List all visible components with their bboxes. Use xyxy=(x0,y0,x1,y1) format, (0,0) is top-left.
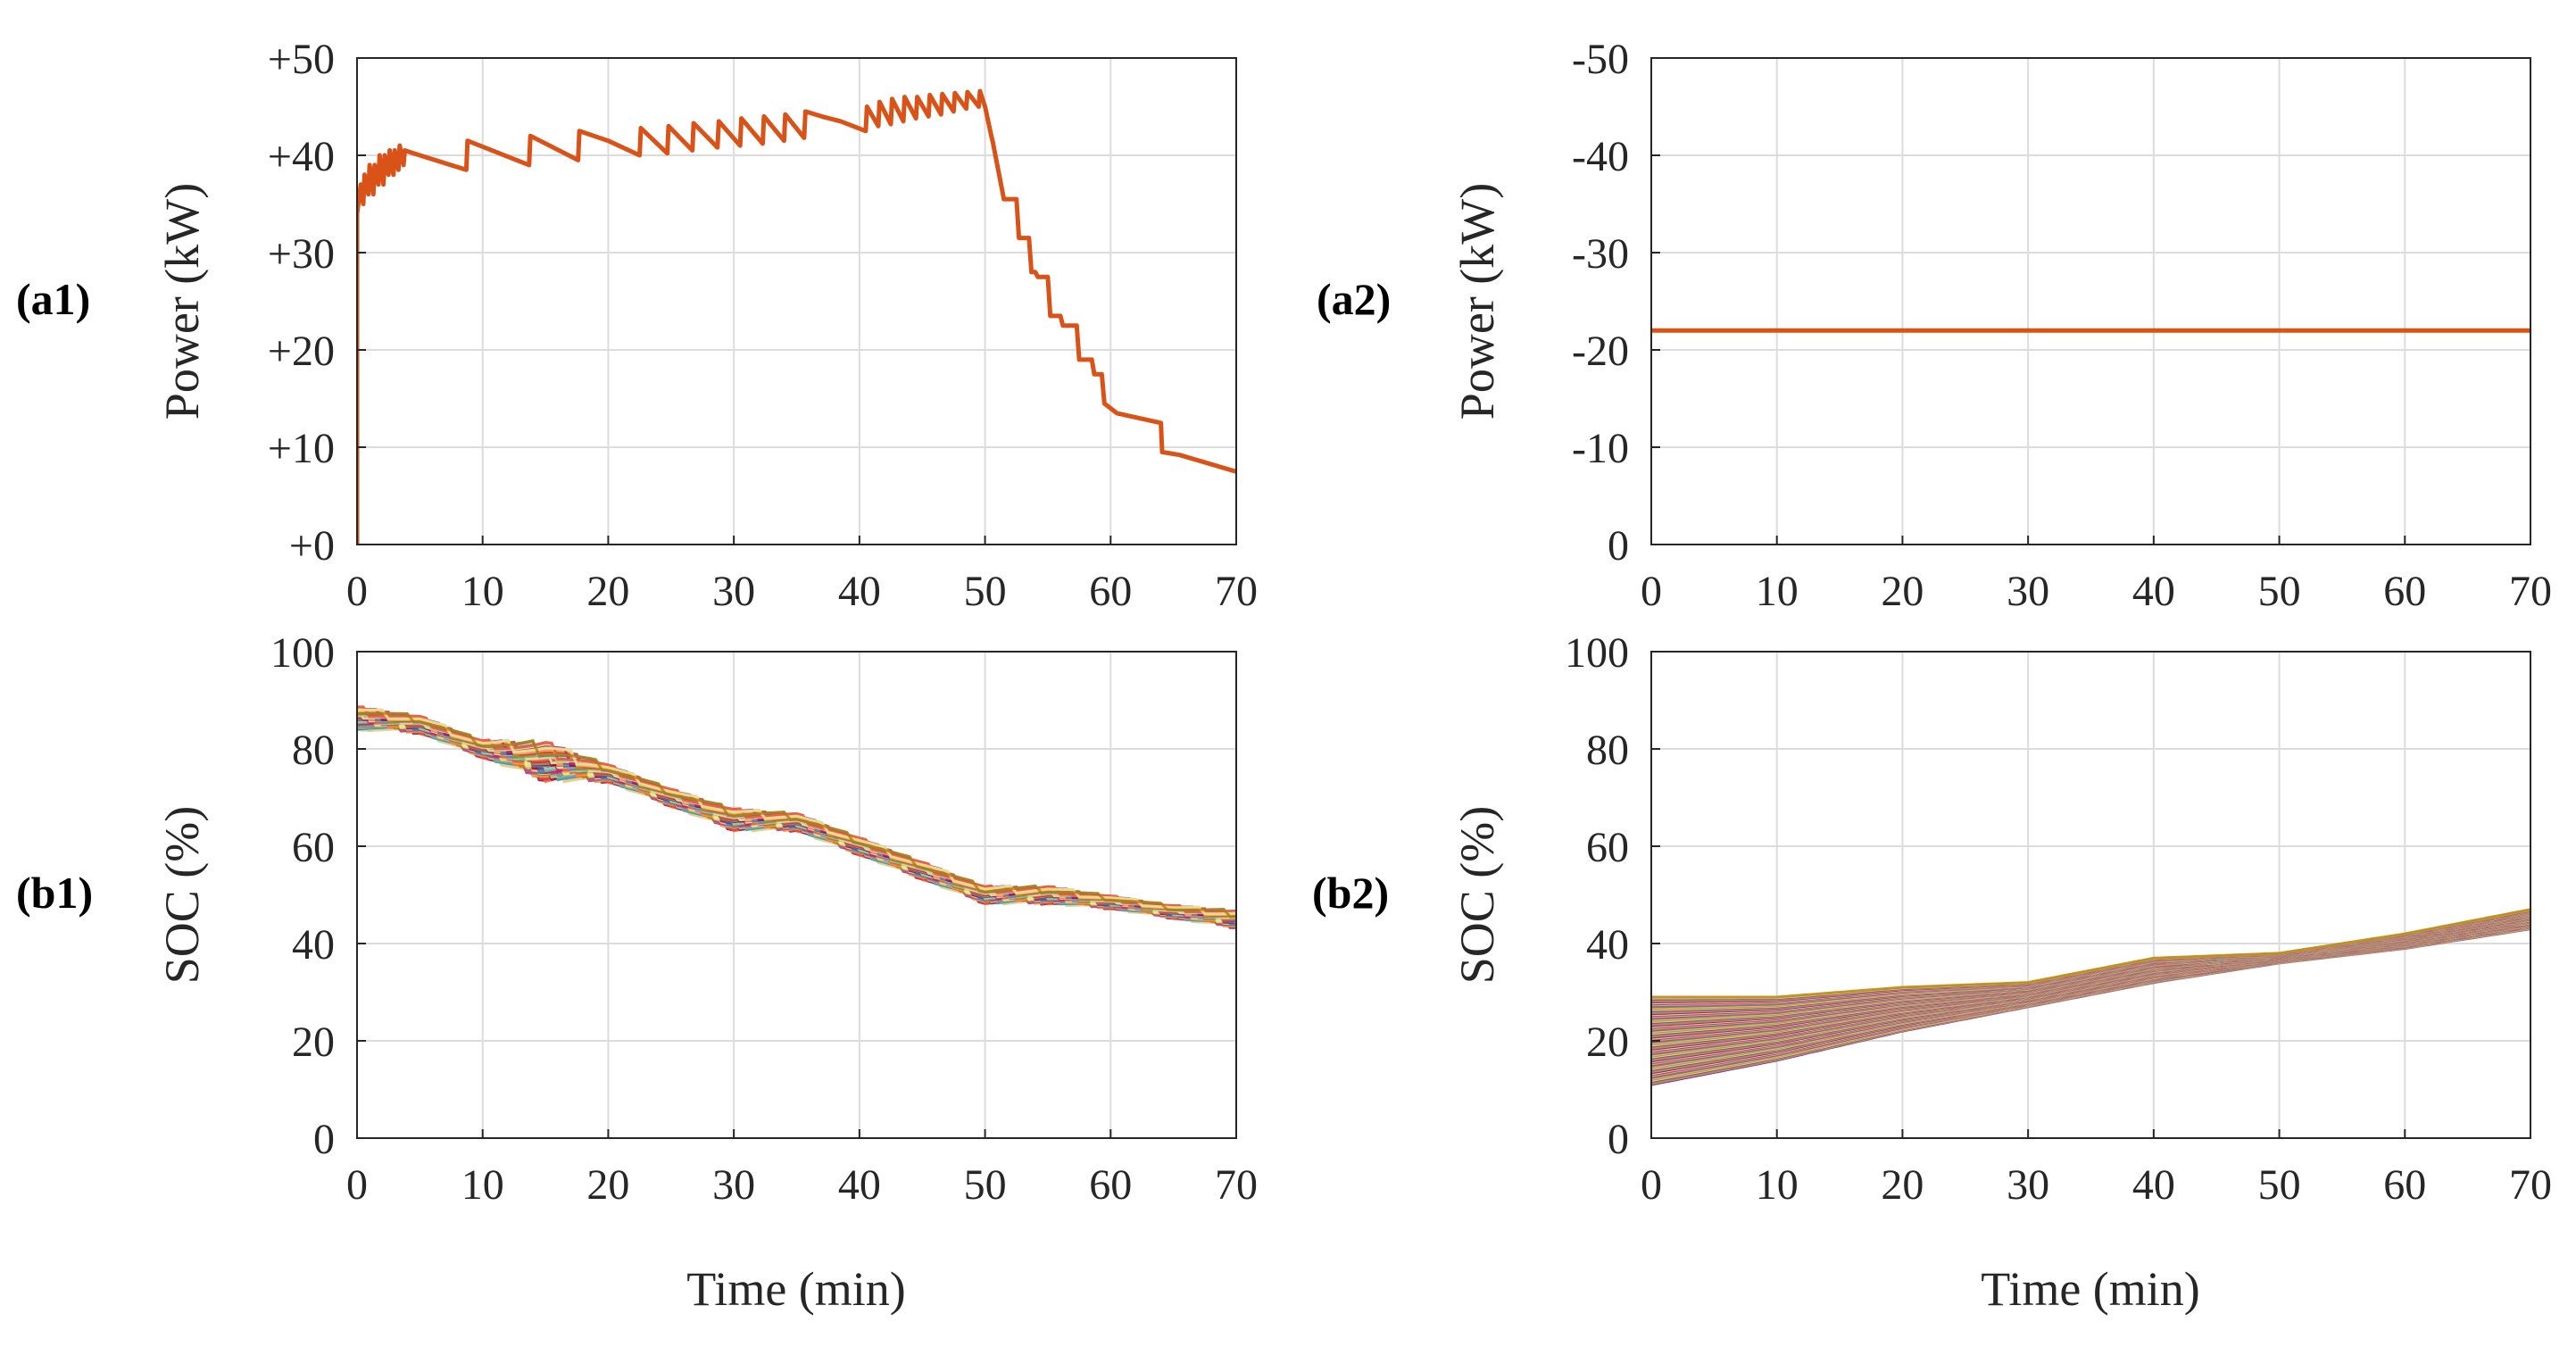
x-tick-label-a1: 50 xyxy=(964,568,1007,615)
y-tick-label-a1: +30 xyxy=(268,230,335,278)
y-tick-label-b2: 20 xyxy=(1586,1019,1629,1066)
y-tick-label-b2: 100 xyxy=(1565,629,1629,677)
x-tick-label-a1: 10 xyxy=(461,568,504,615)
x-tick-label-a2: 20 xyxy=(1881,568,1924,615)
series-a1 xyxy=(357,88,1236,545)
y-tick-label-b1: 100 xyxy=(270,629,335,677)
x-tick-label-a2: 0 xyxy=(1641,568,1662,615)
power-line-a1 xyxy=(357,88,1236,545)
x-tick-label-b2: 40 xyxy=(2132,1161,2175,1209)
x-tick-label-a2: 10 xyxy=(1756,568,1799,615)
x-tick-label-b2: 50 xyxy=(2258,1161,2301,1209)
y-tick-label-b1: 40 xyxy=(292,921,335,969)
x-tick-label-a1: 0 xyxy=(346,568,368,615)
x-tick-label-b1: 50 xyxy=(964,1161,1007,1209)
grid-a2 xyxy=(1651,58,2530,545)
soc-trace-b1 xyxy=(357,705,1236,913)
y-tick-label-a2: -30 xyxy=(1572,230,1629,278)
x-tick-label-a1: 20 xyxy=(586,568,629,615)
y-tick-label-b2: 80 xyxy=(1586,727,1629,774)
y-tick-label-b2: 60 xyxy=(1586,824,1629,871)
y-tick-label-a2: -50 xyxy=(1572,36,1629,83)
series-b2 xyxy=(1651,908,2530,1086)
axes-box-b2 xyxy=(1650,651,2531,1139)
x-tick-label-a2: 30 xyxy=(2007,568,2049,615)
chart-a2: 0 10 20 30 40 50 60 70 0 -10 -20 -30 -40 -50 Power (k… xyxy=(1317,36,2552,615)
x-tick-label-b2: 0 xyxy=(1641,1161,1662,1209)
tick-labels-a2: 0 10 20 30 40 50 60 70 0 -10 -20 -30 -40 -50 xyxy=(1572,36,2552,615)
soc-trace-b1 xyxy=(357,705,1236,913)
x-tick-label-b1: 40 xyxy=(838,1161,881,1209)
y-axis-label-b2: SOC (%) xyxy=(1450,806,1504,985)
x-tick-label-b2: 20 xyxy=(1881,1161,1924,1209)
axes-box-a2 xyxy=(1650,57,2531,545)
y-axis-label-a2: Power (kW) xyxy=(1450,183,1504,420)
soc-trace-b1 xyxy=(357,711,1236,919)
y-tick-label-a2: -20 xyxy=(1572,328,1629,375)
ticks-a2 xyxy=(1650,57,2531,545)
y-tick-label-a1: +40 xyxy=(268,133,335,180)
x-tick-label-b2: 30 xyxy=(2007,1161,2049,1209)
y-tick-label-a1: +10 xyxy=(268,425,335,472)
x-tick-label-a1: 70 xyxy=(1215,568,1258,615)
x-tick-label-b1: 0 xyxy=(346,1161,368,1209)
x-tick-label-a2: 50 xyxy=(2258,568,2301,615)
panel-label-a1: (a1) xyxy=(16,274,90,324)
ticks-a1 xyxy=(356,57,1237,545)
x-tick-label-b2: 10 xyxy=(1756,1161,1799,1209)
chart-b2: 0 10 20 30 40 50 60 70 0 20 40 60 80 100 SOC (%) Time… xyxy=(1312,629,2552,1316)
tick-labels-b1: 0 10 20 30 40 50 60 70 0 20 40 60 80 100 xyxy=(270,629,1258,1209)
y-tick-label-b2: 0 xyxy=(1608,1116,1629,1163)
x-tick-label-a1: 40 xyxy=(838,568,881,615)
y-tick-label-b1: 0 xyxy=(313,1116,335,1163)
x-tick-label-b1: 10 xyxy=(461,1161,504,1209)
y-tick-label-b1: 80 xyxy=(292,727,335,774)
axes-box-a1 xyxy=(356,57,1237,545)
x-tick-label-a2: 60 xyxy=(2383,568,2426,615)
x-axis-label-b1: Time (min) xyxy=(686,1262,906,1316)
ticks-b1 xyxy=(356,651,1237,1139)
x-tick-label-b1: 20 xyxy=(586,1161,629,1209)
y-tick-label-a1: +0 xyxy=(289,522,335,570)
ticks-b2 xyxy=(1650,651,2531,1139)
chart-a1: 0 10 20 30 40 50 60 70 +0 +10 +20 +30 +40 +50 Power (… xyxy=(16,36,1258,615)
series-b1 xyxy=(357,705,1236,929)
x-tick-label-b2: 60 xyxy=(2383,1161,2426,1209)
tick-labels-a1: 0 10 20 30 40 50 60 70 +0 +10 +20 +30 +40 +50 xyxy=(268,36,1258,615)
y-tick-label-a1: +50 xyxy=(268,36,335,83)
x-tick-label-a2: 70 xyxy=(2509,568,2552,615)
y-axis-label-a1: Power (kW) xyxy=(155,183,209,420)
soc-trace-b1 xyxy=(357,706,1236,914)
x-tick-label-a2: 40 xyxy=(2132,568,2175,615)
y-tick-label-a1: +20 xyxy=(268,328,335,375)
panel-label-b2: (b2) xyxy=(1312,868,1389,918)
y-tick-label-b1: 60 xyxy=(292,824,335,871)
soc-trace-b1 xyxy=(357,708,1236,916)
x-tick-label-b1: 30 xyxy=(712,1161,755,1209)
panel-label-a2: (a2) xyxy=(1317,274,1391,324)
soc-trace-b2 xyxy=(1651,908,2530,999)
x-tick-label-b1: 60 xyxy=(1089,1161,1132,1209)
axes-box-b1 xyxy=(356,651,1237,1139)
x-tick-label-b2: 70 xyxy=(2509,1161,2552,1209)
y-tick-label-a2: -10 xyxy=(1572,425,1629,472)
y-tick-label-a2: 0 xyxy=(1608,522,1629,570)
x-axis-label-b2: Time (min) xyxy=(1981,1262,2200,1316)
chart-b1: 0 10 20 30 40 50 60 70 0 20 40 60 80 100 SOC (%) Time… xyxy=(16,629,1258,1316)
y-tick-label-b1: 20 xyxy=(292,1019,335,1066)
grid-b2 xyxy=(1651,652,2530,1138)
panel-label-b1: (b1) xyxy=(16,868,93,918)
x-tick-label-b1: 70 xyxy=(1215,1161,1258,1209)
y-tick-label-b2: 40 xyxy=(1586,921,1629,969)
y-axis-label-b1: SOC (%) xyxy=(155,806,209,985)
tick-labels-b2: 0 10 20 30 40 50 60 70 0 20 40 60 80 100 xyxy=(1565,629,2552,1209)
y-tick-label-a2: -40 xyxy=(1572,133,1629,180)
x-tick-label-a1: 60 xyxy=(1089,568,1132,615)
x-tick-label-a1: 30 xyxy=(712,568,755,615)
